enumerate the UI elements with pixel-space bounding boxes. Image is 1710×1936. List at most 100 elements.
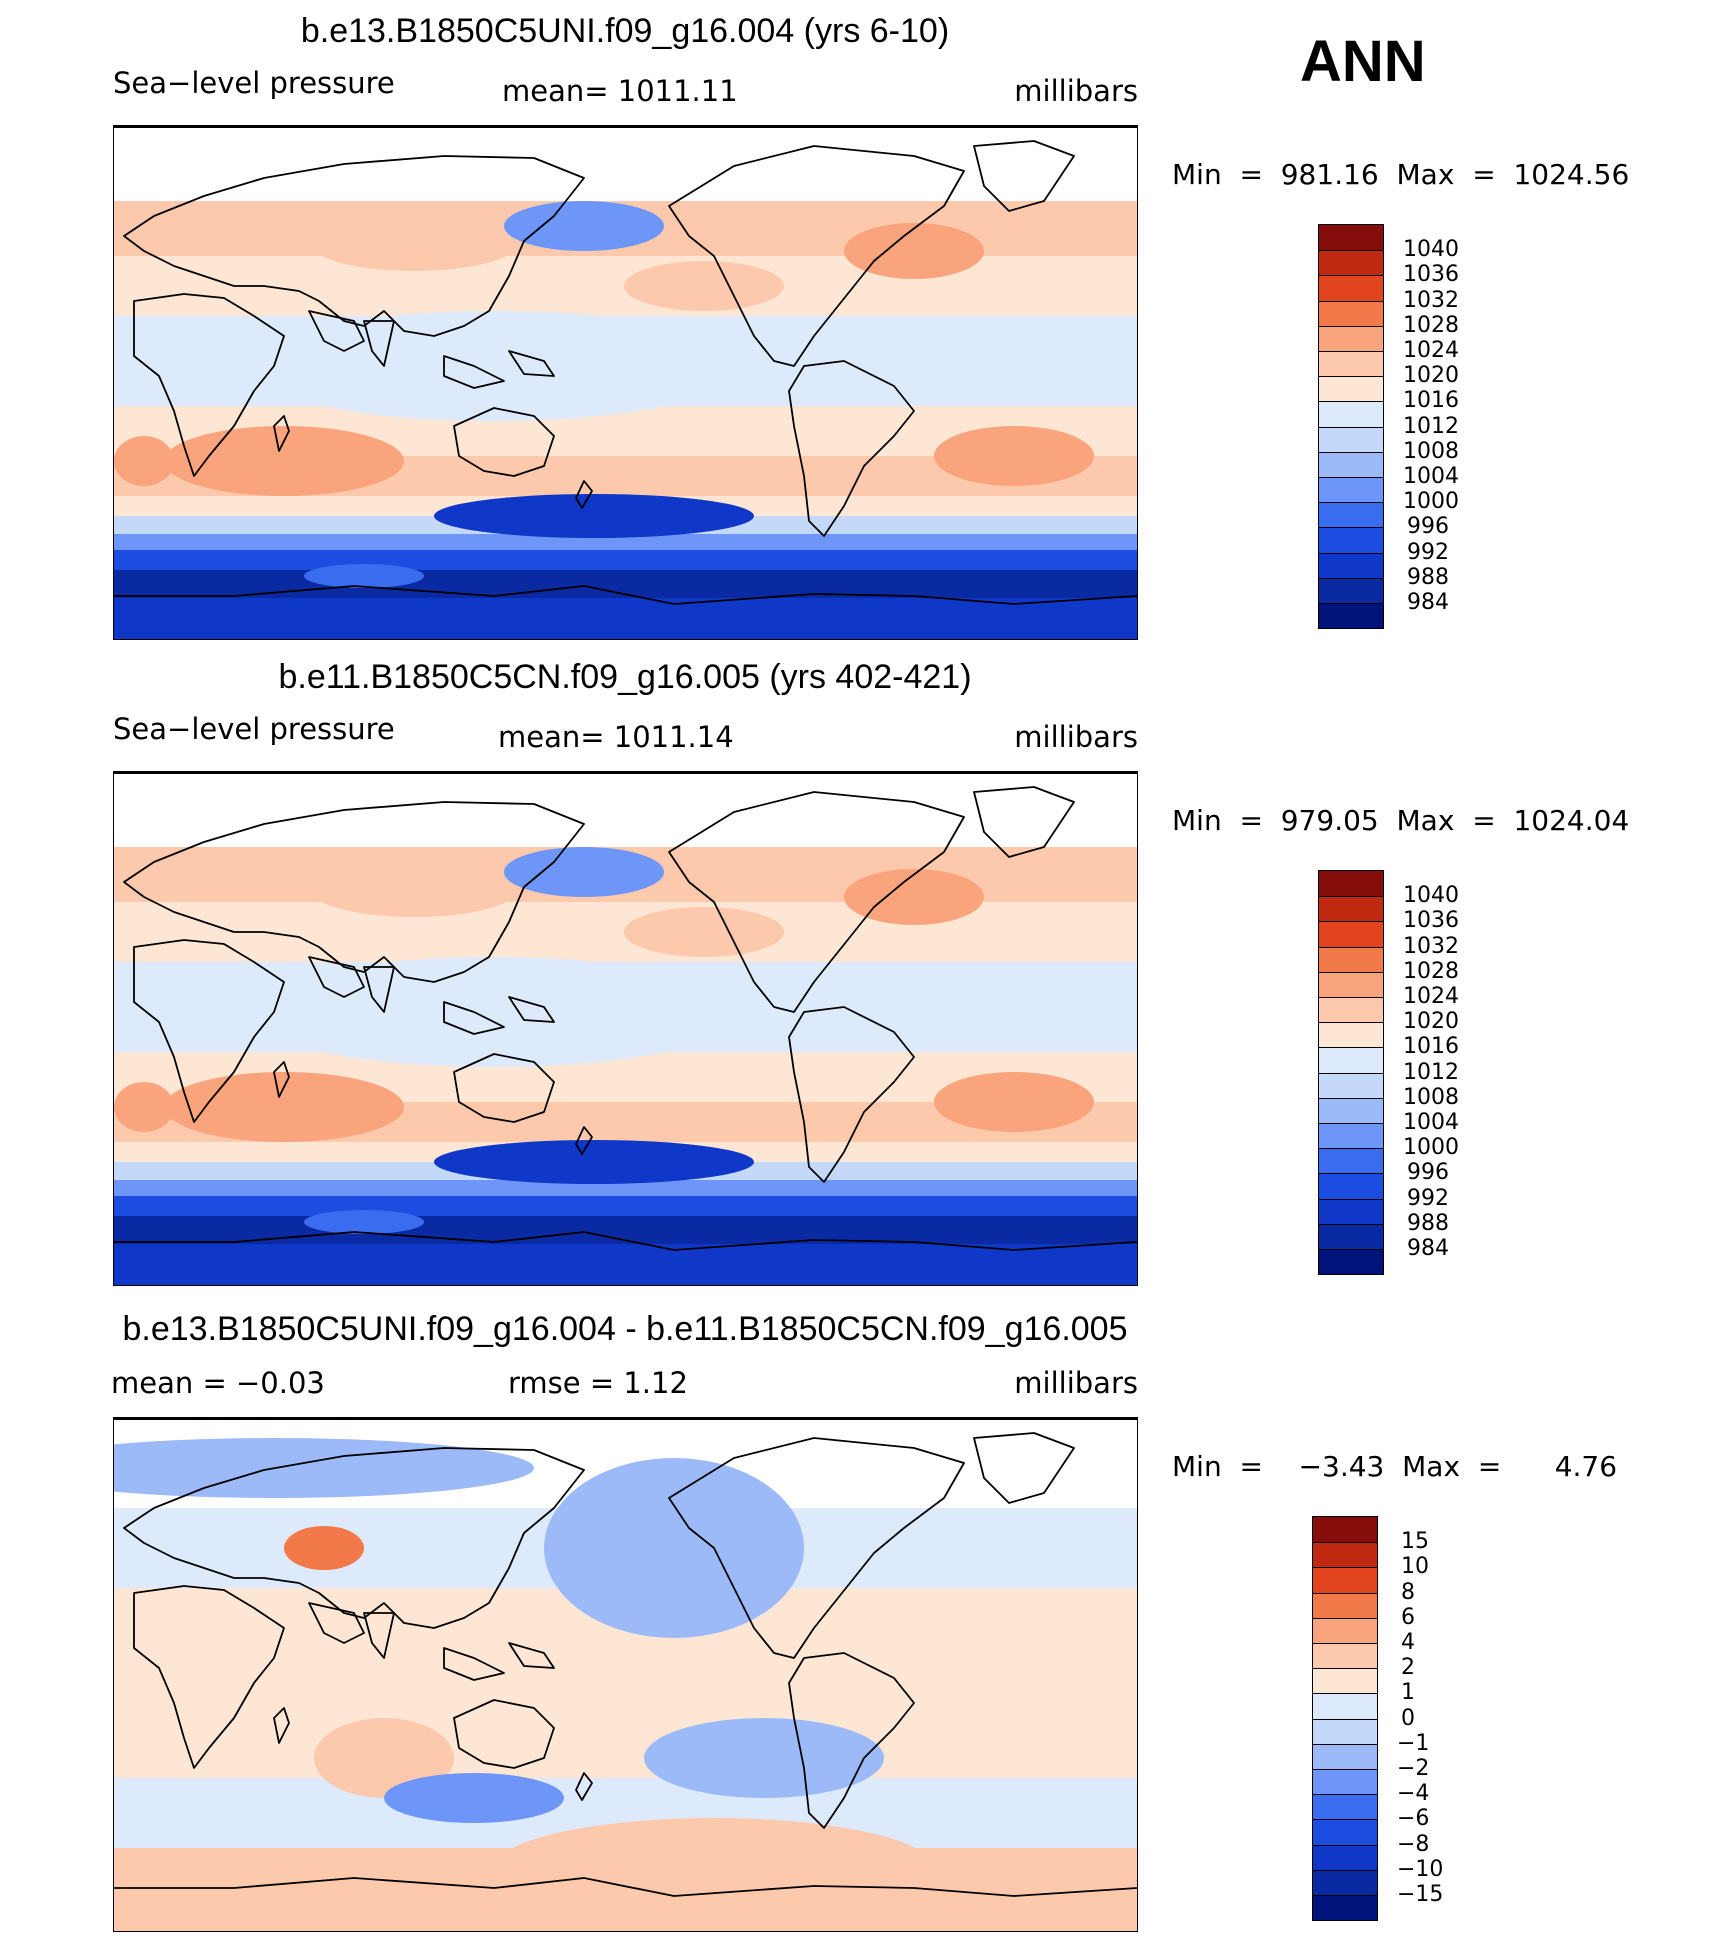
colorbar-tick-label: 984 (1407, 1236, 1449, 1261)
panel-2-colorbar: 1040 1036 1032 1028 1024 1020 1016 1012 1008 1004… (1318, 870, 1459, 1276)
colorbar-swatch (1319, 1148, 1383, 1174)
colorbar-tick-label: 988 (1407, 564, 1449, 590)
coastline (508, 996, 555, 1023)
coastline (668, 145, 965, 367)
colorbar-swatch (1319, 527, 1383, 553)
map-svg (114, 1418, 1137, 1931)
panel-3-minmax: Min = −3.43 Max = 4.76 (1172, 1450, 1618, 1483)
colorbar-swatch (1319, 1123, 1383, 1149)
coastline (308, 310, 365, 352)
colorbar-tick-label: −8 (1397, 1831, 1430, 1857)
colorbar-swatch (1313, 1517, 1377, 1543)
field-contour-region (914, 1588, 1074, 1768)
map-svg (114, 772, 1137, 1285)
colorbar-swatch (1313, 1718, 1377, 1744)
colorbar-tick-label: 1000 (1403, 489, 1459, 515)
field-band (114, 534, 1137, 552)
colorbar-swatch (1313, 1617, 1377, 1643)
coastline-group (114, 786, 1137, 1251)
colorbar-swatch (1319, 577, 1383, 603)
coastline (453, 1699, 555, 1769)
coastline (973, 140, 1075, 212)
colorbar-swatch (1319, 275, 1383, 301)
colorbar-tick-label: 1032 (1403, 287, 1459, 313)
coastline (575, 480, 593, 509)
colorbar-swatch (1319, 1047, 1383, 1073)
coastline (273, 1707, 290, 1744)
colorbar-swatch (1319, 971, 1383, 997)
field-band (114, 1196, 1137, 1218)
field-contour-region (644, 1718, 884, 1798)
field-band (114, 126, 1137, 128)
colorbar-tick-label: 996 (1407, 1160, 1449, 1186)
field-band (114, 1180, 1137, 1198)
panel-2-minmax: Min = 979.05 Max = 1024.04 (1172, 804, 1630, 837)
panel-3-title: b.e13.B1850C5UNI.f09_g16.004 - b.e11.B18… (122, 1310, 1128, 1348)
field-contour-region (844, 869, 984, 925)
colorbar-tick-label: 1032 (1403, 933, 1459, 959)
field-contour-region (114, 1082, 174, 1132)
coastline (273, 1061, 290, 1098)
coastline (788, 1006, 915, 1183)
panel-3-units-label: millibars (1014, 1366, 1138, 1400)
field-band (114, 1418, 1137, 1420)
panel-2-units-label: millibars (1014, 720, 1138, 754)
coastline (133, 939, 285, 1123)
colorbar-swatch (1319, 997, 1383, 1023)
panel-1-title: b.e13.B1850C5UNI.f09_g16.004 (yrs 6-10) (300, 12, 950, 50)
colorbar-swatch (1319, 250, 1383, 276)
panel-1-minmax: Min = 981.16 Max = 1024.56 (1172, 158, 1630, 191)
colorbar-tick-label: 996 (1407, 514, 1449, 540)
colorbar-swatch (1319, 1173, 1383, 1199)
field-band (114, 772, 1137, 774)
colorbar-tick-label: 1036 (1403, 262, 1459, 288)
field-contour-region (384, 1773, 564, 1823)
colorbar-swatch (1319, 477, 1383, 503)
colorbar-swatch (1313, 1592, 1377, 1618)
colorbar-swatch (1319, 1022, 1383, 1048)
map-svg (114, 126, 1137, 639)
panel-2-mean-label: mean= 1011.14 (498, 720, 734, 754)
colorbar-swatch (1313, 1895, 1377, 1921)
colorbar-swatch (1313, 1819, 1377, 1845)
colorbar-swatch (1319, 502, 1383, 528)
coastline (508, 1642, 555, 1669)
field-contour-region (934, 426, 1094, 486)
field-contour-region (844, 223, 984, 279)
colorbar-tick-label: −2 (1397, 1756, 1430, 1781)
season-label: ANN (1300, 29, 1426, 94)
field-contour-region (504, 847, 664, 897)
colorbar-swatch (1319, 1249, 1383, 1275)
colorbar-tick-label: 1020 (1403, 363, 1459, 389)
panel-3-map (113, 1417, 1138, 1932)
coastline (308, 956, 365, 998)
colorbar-swatch (1313, 1869, 1377, 1895)
colorbar-swatch (1319, 451, 1383, 477)
colorbar-tick-label: 0 (1401, 1705, 1415, 1731)
field-contour-region (284, 1526, 364, 1570)
colorbar-swatch (1319, 871, 1383, 897)
panel-2-title: b.e11.B1850C5CN.f09_g16.005 (yrs 402-421… (278, 658, 972, 696)
colorbar-tick-label: 992 (1407, 539, 1449, 565)
coastline (973, 1432, 1075, 1504)
colorbar-tick-label: 1028 (1403, 312, 1459, 338)
field-band (114, 1244, 1137, 1285)
field-contour-region (314, 1718, 454, 1798)
coastline (114, 1877, 1137, 1897)
colorbar-tick-label: 6 (1401, 1604, 1415, 1630)
coastline (133, 1585, 285, 1769)
coastline-group (114, 140, 1137, 605)
colorbar-tick-label: 15 (1401, 1529, 1429, 1555)
coastline (123, 801, 585, 983)
coastline (453, 1053, 555, 1123)
colorbar-tick-label: 984 (1407, 590, 1449, 615)
colorbar-tick-label: 1 (1401, 1680, 1415, 1706)
colorbar-swatch (1319, 1198, 1383, 1224)
coastline (788, 360, 915, 537)
colorbar-swatch (1313, 1743, 1377, 1769)
colorbar-swatch (1319, 351, 1383, 377)
coastline (114, 1231, 1137, 1251)
colorbar-tick-label: 1004 (1403, 464, 1459, 489)
panel-2-variable-label: Sea−level pressure (113, 712, 395, 746)
colorbar-swatch (1319, 325, 1383, 351)
